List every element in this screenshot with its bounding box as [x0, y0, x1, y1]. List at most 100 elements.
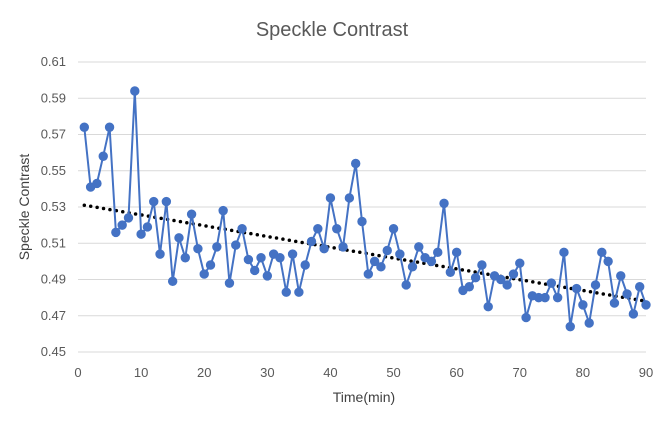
data-point — [224, 278, 235, 288]
data-point — [388, 224, 399, 234]
data-point — [502, 280, 512, 290]
y-tick-label: 0.47 — [41, 308, 66, 323]
data-point — [590, 280, 601, 290]
data-point — [578, 300, 588, 310]
data-point — [376, 262, 386, 272]
data-point — [338, 242, 348, 252]
data-point — [401, 280, 411, 290]
data-point — [414, 242, 424, 252]
data-point — [130, 86, 140, 96]
data-point — [332, 224, 342, 234]
data-point — [603, 256, 613, 267]
y-axis-ticks: 0.45 0.47 0.49 0.51 0.53 0.55 0.57 0.59 0.61 — [41, 54, 66, 359]
data-point — [369, 256, 380, 267]
data-point — [275, 253, 285, 263]
data-point — [287, 249, 298, 259]
data-point — [609, 298, 620, 308]
data-point — [300, 260, 310, 270]
chart-title: Speckle Contrast — [256, 19, 409, 41]
data-point — [186, 209, 197, 219]
data-point — [597, 247, 607, 258]
data-point — [439, 198, 449, 209]
data-point — [142, 222, 153, 232]
data-point — [395, 249, 405, 259]
x-tick-label: 40 — [323, 365, 337, 380]
data-point — [571, 283, 582, 294]
y-tick-label: 0.61 — [41, 54, 66, 69]
data-point — [250, 265, 260, 276]
data-point — [104, 122, 115, 132]
data-point — [205, 260, 216, 270]
data-point — [294, 287, 304, 297]
data-point — [161, 196, 172, 207]
data-point — [92, 178, 102, 189]
data-point — [515, 258, 525, 268]
x-tick-label: 80 — [576, 365, 590, 380]
data-point — [508, 269, 519, 279]
data-point — [451, 247, 462, 258]
x-tick-label: 10 — [134, 365, 148, 380]
x-tick-label: 60 — [449, 365, 463, 380]
data-point — [281, 287, 291, 297]
data-point — [111, 227, 121, 238]
data-point — [313, 224, 323, 234]
data-point — [155, 249, 165, 259]
data-point — [180, 253, 190, 263]
data-point — [319, 243, 329, 254]
data-point — [350, 158, 361, 169]
data-point — [552, 292, 563, 303]
data-point — [193, 243, 203, 254]
y-tick-label: 0.59 — [41, 90, 66, 105]
data-point — [98, 151, 108, 161]
data-point — [616, 271, 626, 281]
data-point — [174, 233, 184, 243]
data-point — [256, 253, 266, 263]
data-point — [540, 292, 550, 303]
data-point — [136, 229, 146, 239]
data-point — [426, 256, 437, 267]
data-point — [445, 267, 456, 277]
data-point — [218, 205, 228, 216]
data-point — [565, 321, 575, 332]
data-point — [149, 196, 159, 207]
data-point — [325, 193, 336, 203]
data-point — [477, 260, 487, 270]
x-axis-ticks: 0 10 20 30 40 50 60 70 80 90 — [74, 365, 653, 380]
data-point — [584, 318, 594, 328]
data-point — [237, 224, 247, 234]
data-point — [306, 236, 317, 247]
data-point — [483, 301, 493, 312]
y-tick-label: 0.55 — [41, 163, 66, 178]
y-tick-label: 0.57 — [41, 127, 66, 142]
data-point — [363, 269, 374, 279]
data-point — [628, 309, 639, 319]
x-tick-label: 70 — [513, 365, 527, 380]
x-tick-label: 20 — [197, 365, 211, 380]
data-point — [199, 269, 209, 279]
x-tick-label: 30 — [260, 365, 274, 380]
data-point — [123, 213, 134, 223]
y-axis-label: Speckle Contrast — [16, 154, 32, 261]
data-point — [231, 240, 241, 250]
data-point — [344, 193, 355, 203]
data-point — [243, 254, 254, 265]
x-tick-label: 90 — [639, 365, 653, 380]
data-point — [262, 271, 273, 281]
x-tick-label: 0 — [74, 365, 81, 380]
y-tick-label: 0.49 — [41, 272, 66, 287]
data-point — [407, 262, 418, 272]
y-tick-label: 0.53 — [41, 199, 66, 214]
data-point — [79, 122, 90, 132]
data-point — [433, 247, 443, 258]
data-point — [641, 300, 651, 310]
y-tick-label: 0.45 — [41, 344, 66, 359]
data-point — [559, 247, 569, 258]
data-point — [546, 278, 557, 288]
data-point — [357, 216, 367, 227]
data-series — [79, 86, 651, 332]
series-line — [83, 90, 647, 328]
data-point — [521, 312, 531, 323]
data-point — [117, 220, 127, 230]
